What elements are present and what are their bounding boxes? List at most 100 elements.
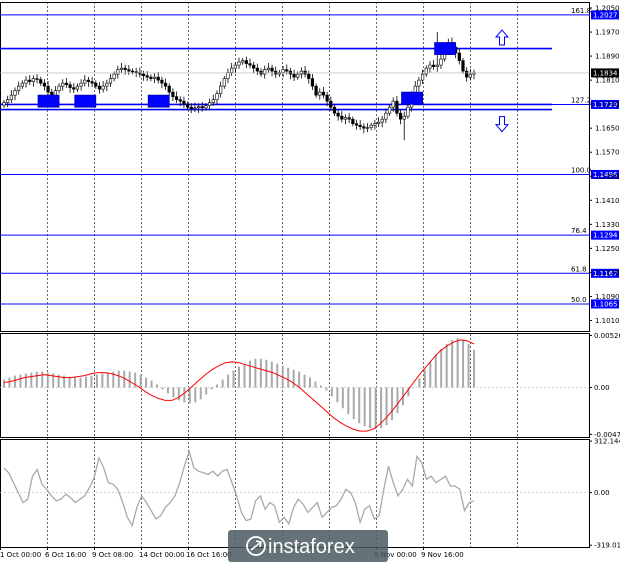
candle [116, 65, 120, 79]
candle-body [50, 91, 54, 96]
fibonacci-levels: 161.81.2027 127.21.1729 100.01.1496 76.4 1.1… [0, 7, 619, 309]
candle-body [362, 126, 366, 129]
fib-level-label: 76.4 [571, 227, 587, 235]
candle-body [211, 99, 215, 103]
candle-body [292, 73, 296, 78]
candle-body [285, 69, 289, 72]
macd-bar [139, 374, 142, 388]
candle-body [373, 123, 377, 126]
candle-body [296, 73, 300, 78]
candle-body [402, 115, 406, 120]
x-tick-label: 5 Nov 00:00 [374, 551, 417, 559]
candle [152, 73, 157, 84]
candle-body [149, 76, 153, 79]
y-tick-label: 1.1010 [595, 317, 620, 325]
candle [28, 75, 32, 85]
candle-body [193, 107, 197, 109]
candle-body [68, 84, 72, 88]
macd-bar [41, 371, 44, 388]
candle-body [417, 79, 421, 87]
candle [310, 74, 315, 91]
candle-body [94, 82, 98, 87]
candle [127, 65, 131, 76]
macd-bar [407, 387, 410, 397]
candle [97, 82, 102, 94]
candle-body [314, 85, 318, 96]
macd-bar [205, 387, 208, 395]
candle [432, 59, 436, 70]
macd-bar [3, 379, 5, 388]
x-tick-label: 9 Nov 16:00 [421, 551, 464, 559]
candle [369, 122, 373, 131]
macd-bar [117, 370, 120, 388]
candle-body [266, 67, 270, 70]
candle [318, 88, 322, 100]
candle-body [428, 64, 432, 69]
logo-mark-icon [246, 536, 266, 556]
y-tick-label: 1.1890 [595, 53, 620, 61]
candle-body [61, 82, 65, 87]
candle [244, 56, 248, 69]
candle-body [46, 85, 50, 93]
macd-bar [166, 387, 169, 394]
candle-body [420, 73, 425, 81]
macd-bar [46, 372, 49, 388]
macd-y-tick-label: 0.00526 [594, 332, 620, 340]
candle [406, 104, 410, 119]
macd-bar [123, 370, 126, 388]
candle [35, 74, 39, 84]
candle [163, 78, 168, 91]
candle-body [17, 85, 21, 91]
macd-bar [248, 360, 251, 388]
candle-body [468, 73, 472, 78]
y-tick-label: 1.1490 [595, 173, 620, 181]
candle [17, 81, 21, 95]
candle [204, 102, 208, 111]
macd-bar [385, 387, 388, 426]
fib-price-tag-label: 1.1294 [593, 232, 618, 240]
macd-bar [188, 387, 191, 404]
macd-bar [369, 387, 372, 429]
x-tick-label: 14 Oct 00:00 [139, 551, 185, 559]
macd-bar [292, 369, 295, 388]
candle-body [263, 69, 267, 75]
macd-bar [161, 387, 164, 390]
macd-bar [303, 374, 306, 388]
candle [321, 87, 326, 99]
candle [138, 67, 142, 78]
macd-bar [238, 366, 240, 388]
candle [174, 91, 179, 103]
candle-body [343, 117, 348, 120]
candle [130, 68, 135, 75]
candle [57, 83, 61, 94]
candle-body [465, 70, 469, 78]
candle-body [347, 117, 351, 120]
candle-body [424, 67, 428, 75]
macd-bar [128, 371, 131, 388]
candle [472, 69, 476, 80]
candle [417, 76, 421, 92]
candle [439, 54, 443, 70]
candle-body [42, 82, 46, 87]
candle-body [145, 75, 149, 78]
candle [259, 68, 263, 77]
candle [233, 61, 237, 74]
signal-box [147, 94, 170, 108]
macd-bar [63, 375, 66, 388]
candle [193, 102, 197, 112]
candle [255, 63, 259, 76]
macd-bar [462, 339, 465, 388]
candle [197, 103, 201, 113]
candle [75, 83, 80, 92]
candle-body [369, 124, 373, 128]
candle-body [13, 90, 17, 96]
macd-bar [19, 374, 22, 388]
fib-price-tag-label: 1.1065 [593, 300, 618, 308]
candle-body [20, 82, 24, 87]
candle [362, 123, 366, 134]
y-tick-label: 1.1170 [595, 269, 620, 277]
candle [266, 62, 270, 73]
candle-body [259, 70, 263, 75]
